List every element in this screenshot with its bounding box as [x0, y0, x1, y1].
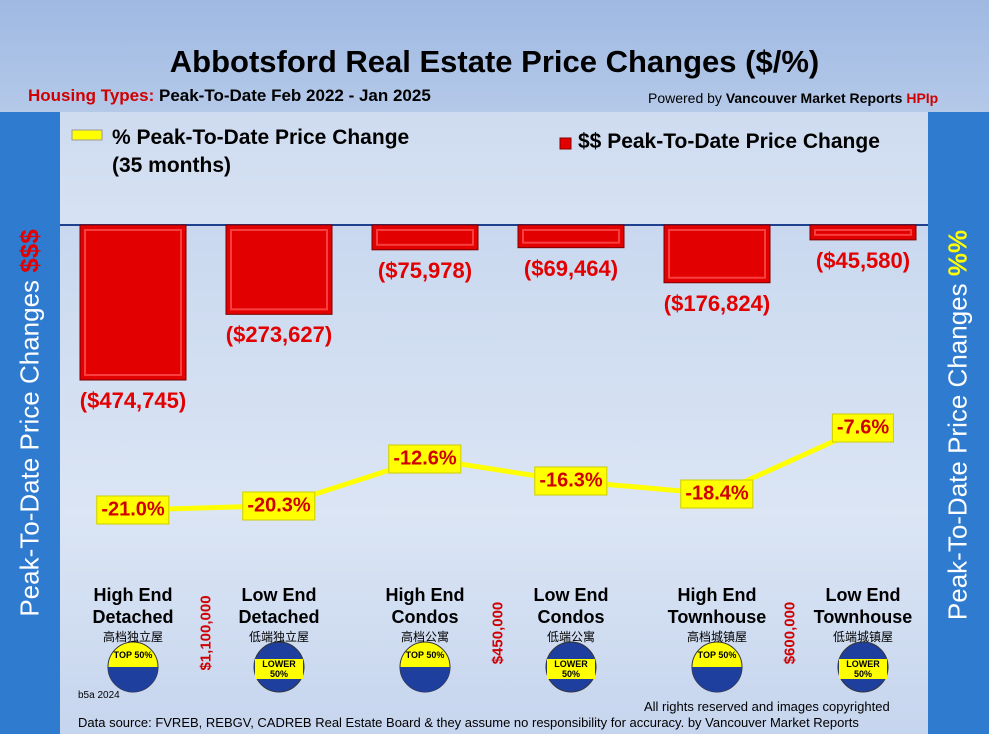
bar-bevel	[376, 229, 474, 246]
legend-label: % Peak-To-Date Price Change (35 months)	[112, 126, 410, 177]
badge-band	[108, 667, 158, 692]
line-value-label: -20.3%	[242, 491, 316, 521]
badge-label: LOWER 50%	[262, 659, 296, 679]
copyright: All rights reserved and images copyright…	[644, 699, 890, 714]
bar-value-label: ($474,745)	[79, 388, 187, 413]
bar-bevel	[668, 229, 766, 279]
source: Data source: FVREB, REBGV, CADREB Real E…	[78, 715, 859, 730]
bar	[809, 224, 917, 241]
credit: Powered by Vancouver Market Reports HPIp	[648, 90, 938, 106]
bar-value-label: ($176,824)	[663, 290, 771, 316]
legend-area	[60, 112, 928, 225]
left-axis-title: Peak-To-Date Price Changes $$$	[15, 229, 46, 616]
price-split: $450,000	[489, 601, 507, 665]
legend-label: $$ Peak-To-Date Price Change	[578, 130, 880, 153]
line-value-label: -21.0%	[96, 495, 170, 525]
left-label: Peak-To-Date Price Changes	[14, 279, 45, 617]
bar-bevel	[814, 229, 912, 236]
line-value-label: -12.6%	[388, 444, 462, 474]
badge-label: TOP 50%	[113, 650, 153, 660]
subtitle-text: Peak-To-Date Feb 2022 - Jan 2025	[158, 86, 431, 105]
category-label: High End Detached	[92, 585, 174, 627]
category-translation: 低端城镇屋	[832, 630, 894, 644]
credit-mark: HPIp	[906, 90, 939, 106]
category-label: High End Condos	[385, 585, 465, 627]
bar-value-label: ($69,464)	[523, 255, 619, 281]
bar-value-label: ($45,580)	[815, 247, 911, 273]
bar	[225, 224, 333, 315]
left-symbol: $$$	[14, 229, 45, 273]
bar-value-label: ($75,978)	[377, 257, 473, 283]
bar	[79, 224, 187, 381]
right-symbol: %%	[942, 229, 973, 277]
footer-code: b5a 2024	[78, 690, 120, 701]
bar	[517, 224, 625, 249]
bar-bevel	[522, 229, 620, 244]
category-translation: 低端公寓	[546, 630, 596, 644]
bar	[371, 224, 479, 251]
category-label: High End Townhouse	[667, 585, 767, 627]
bar-value-label: ($273,627)	[225, 322, 333, 348]
badge-label: TOP 50%	[697, 650, 737, 660]
left-panel	[0, 112, 60, 734]
badge-label: TOP 50%	[405, 650, 445, 660]
right-label: Peak-To-Date Price Changes	[942, 283, 973, 621]
badge-label: LOWER 50%	[846, 659, 880, 679]
category-translation: 高档公寓	[400, 630, 450, 644]
price-split: $600,000	[781, 601, 799, 665]
right-panel	[928, 112, 989, 734]
legend-swatch	[71, 129, 103, 141]
badge-band	[255, 659, 303, 679]
line-value-label: -7.6%	[831, 413, 895, 443]
price-split: $1,100,000	[197, 595, 215, 671]
badge-band	[839, 659, 887, 679]
bar	[663, 224, 771, 284]
credit-name: Vancouver Market Reports	[725, 90, 903, 106]
bar-bevel	[230, 229, 328, 311]
badge-band	[400, 667, 450, 692]
badge-band	[547, 659, 595, 679]
line-value-label: -16.3%	[534, 466, 608, 496]
credit-prefix: Powered by	[648, 90, 722, 106]
legend-swatch	[559, 137, 572, 150]
subtitle-label: Housing Types:	[28, 86, 155, 105]
category-label: Low End Townhouse	[813, 585, 913, 627]
category-translation: 低端独立屋	[248, 630, 310, 644]
subtitle: Housing Types: Peak-To-Date Feb 2022 - J…	[28, 86, 431, 106]
chart-title: Abbotsford Real Estate Price Changes ($/…	[169, 44, 820, 79]
category-translation: 高档城镇屋	[686, 630, 748, 644]
category-translation: 高档独立屋	[102, 630, 164, 644]
right-axis-title: Peak-To-Date Price Changes %%	[943, 230, 974, 620]
category-label: Low End Detached	[238, 585, 320, 627]
badge-label: LOWER 50%	[554, 659, 588, 679]
line-value-label: -18.4%	[680, 479, 754, 509]
category-label: Low End Condos	[533, 585, 609, 627]
bar-bevel	[84, 229, 182, 376]
badge-band	[692, 667, 742, 692]
